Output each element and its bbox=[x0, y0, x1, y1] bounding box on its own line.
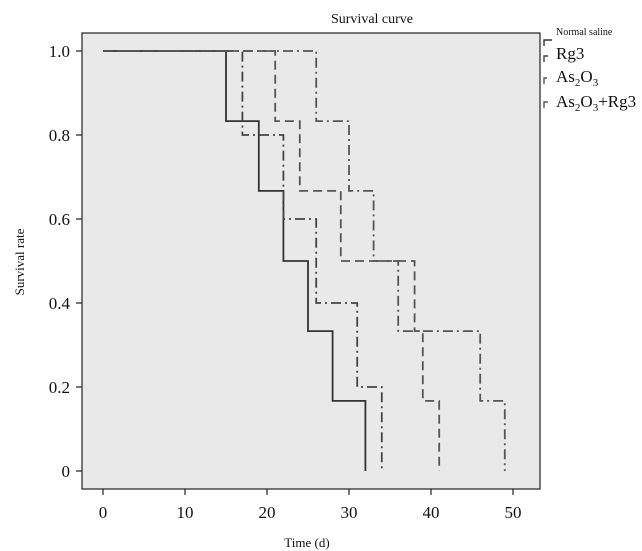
legend: Normal saline Rg3 As2O3 As2O3+Rg3 bbox=[543, 27, 636, 114]
y-tick-label: 0 bbox=[62, 462, 71, 481]
y-tick-label: 0.6 bbox=[49, 210, 70, 229]
y-axis: 0 0.2 0.4 0.6 0.8 1.0 bbox=[49, 42, 82, 481]
series-line-1 bbox=[103, 50, 383, 471]
y-tick-label: 0.8 bbox=[49, 126, 70, 145]
series-lines bbox=[103, 50, 506, 471]
x-tick-label: 20 bbox=[259, 503, 276, 522]
legend-label: As2O3+Rg3 bbox=[556, 92, 636, 114]
y-tick-label: 0.4 bbox=[49, 294, 71, 313]
x-tick-label: 10 bbox=[177, 503, 194, 522]
legend-label: Normal saline bbox=[556, 27, 613, 38]
legend-swatch bbox=[543, 101, 552, 108]
y-axis-label: Survival rate bbox=[12, 228, 27, 295]
y-tick-label: 1.0 bbox=[49, 42, 70, 61]
x-tick-label: 30 bbox=[341, 503, 358, 522]
legend-swatch bbox=[543, 39, 552, 46]
legend-swatch bbox=[543, 77, 552, 84]
series-line-2 bbox=[103, 50, 441, 471]
x-tick-label: 0 bbox=[99, 503, 108, 522]
x-tick-label: 40 bbox=[423, 503, 440, 522]
legend-swatch bbox=[543, 55, 552, 62]
x-axis-label: Time (d) bbox=[284, 535, 329, 550]
chart-title: Survival curve bbox=[331, 12, 413, 27]
series-line-0 bbox=[103, 50, 367, 471]
x-axis: 0 10 20 30 40 50 bbox=[99, 489, 522, 522]
legend-label: Rg3 bbox=[556, 44, 584, 63]
y-tick-label: 0.2 bbox=[49, 378, 70, 397]
legend-label: As2O3 bbox=[556, 67, 599, 89]
x-tick-label: 50 bbox=[505, 503, 522, 522]
plot-area bbox=[81, 32, 541, 490]
series-line-3 bbox=[103, 50, 506, 471]
